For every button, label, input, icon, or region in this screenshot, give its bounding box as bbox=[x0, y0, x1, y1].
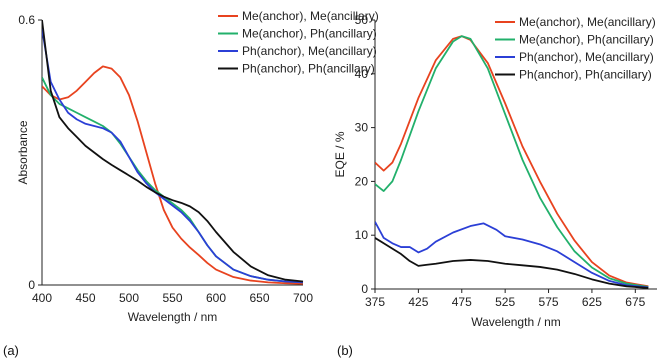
series-line-3 bbox=[375, 221, 649, 289]
panel-label: (b) bbox=[337, 343, 353, 358]
legend-label: Ph(anchor), Me(ancillary) bbox=[519, 50, 654, 64]
x-tick-label: 475 bbox=[452, 295, 472, 309]
x-tick-label: 400 bbox=[32, 291, 52, 305]
y-tick-label: 20 bbox=[355, 174, 369, 188]
legend-label: Me(anchor), Ph(ancillary) bbox=[519, 33, 654, 47]
series-line-2 bbox=[42, 77, 304, 284]
x-tick-label: 675 bbox=[625, 295, 645, 309]
legend: Me(anchor), Me(ancillary) Me(anchor), Ph(… bbox=[218, 9, 379, 76]
panel-label: (a) bbox=[3, 343, 19, 358]
x-tick-label: 650 bbox=[249, 291, 269, 305]
y-tick-label: 30 bbox=[355, 121, 369, 135]
legend-label: Me(anchor), Me(ancillary) bbox=[242, 9, 379, 23]
series-line-3 bbox=[42, 28, 304, 284]
x-tick-label: 550 bbox=[162, 291, 182, 305]
x-tick-label: 525 bbox=[495, 295, 515, 309]
legend-label: Ph(anchor), Ph(ancillary) bbox=[242, 62, 375, 76]
x-tick-label: 425 bbox=[408, 295, 428, 309]
legend-label: Me(anchor), Me(ancillary) bbox=[519, 15, 656, 29]
x-axis-title: Wavelength / nm bbox=[471, 315, 561, 329]
x-tick-label: 500 bbox=[119, 291, 139, 305]
y-tick-label: 0 bbox=[361, 282, 368, 296]
y-axis-title: Absorbance bbox=[16, 120, 30, 184]
series-line-4 bbox=[42, 19, 304, 283]
x-tick-label: 700 bbox=[293, 291, 313, 305]
x-tick-label: 450 bbox=[75, 291, 95, 305]
series-line-1 bbox=[42, 65, 304, 285]
y-tick-label: 0 bbox=[28, 278, 35, 292]
x-tick-label: 625 bbox=[582, 295, 602, 309]
legend-label: Ph(anchor), Me(ancillary) bbox=[242, 44, 377, 58]
panel-b-eqe-chart: 0 10 20 30 40 50 375 425 475 525 575 625 675 Waveleng… bbox=[333, 13, 657, 358]
y-tick-label: 50 bbox=[355, 13, 369, 27]
x-tick-label: 375 bbox=[365, 295, 385, 309]
y-tick-label: 40 bbox=[355, 67, 369, 81]
y-tick-label: 0.6 bbox=[18, 13, 35, 27]
x-axis-title: Wavelength / nm bbox=[128, 310, 218, 324]
series-line-4 bbox=[375, 237, 649, 289]
legend: Me(anchor), Me(ancillary) Me(anchor), Ph(… bbox=[495, 15, 656, 82]
y-tick-label: 10 bbox=[355, 228, 369, 242]
x-tick-label: 575 bbox=[539, 295, 559, 309]
legend-label: Ph(anchor), Ph(ancillary) bbox=[519, 68, 652, 82]
y-axis-title: EQE / % bbox=[333, 131, 347, 177]
series-line-2 bbox=[375, 35, 649, 288]
x-tick-label: 600 bbox=[206, 291, 226, 305]
legend-label: Me(anchor), Ph(ancillary) bbox=[242, 27, 377, 41]
series-line-1 bbox=[375, 35, 649, 288]
